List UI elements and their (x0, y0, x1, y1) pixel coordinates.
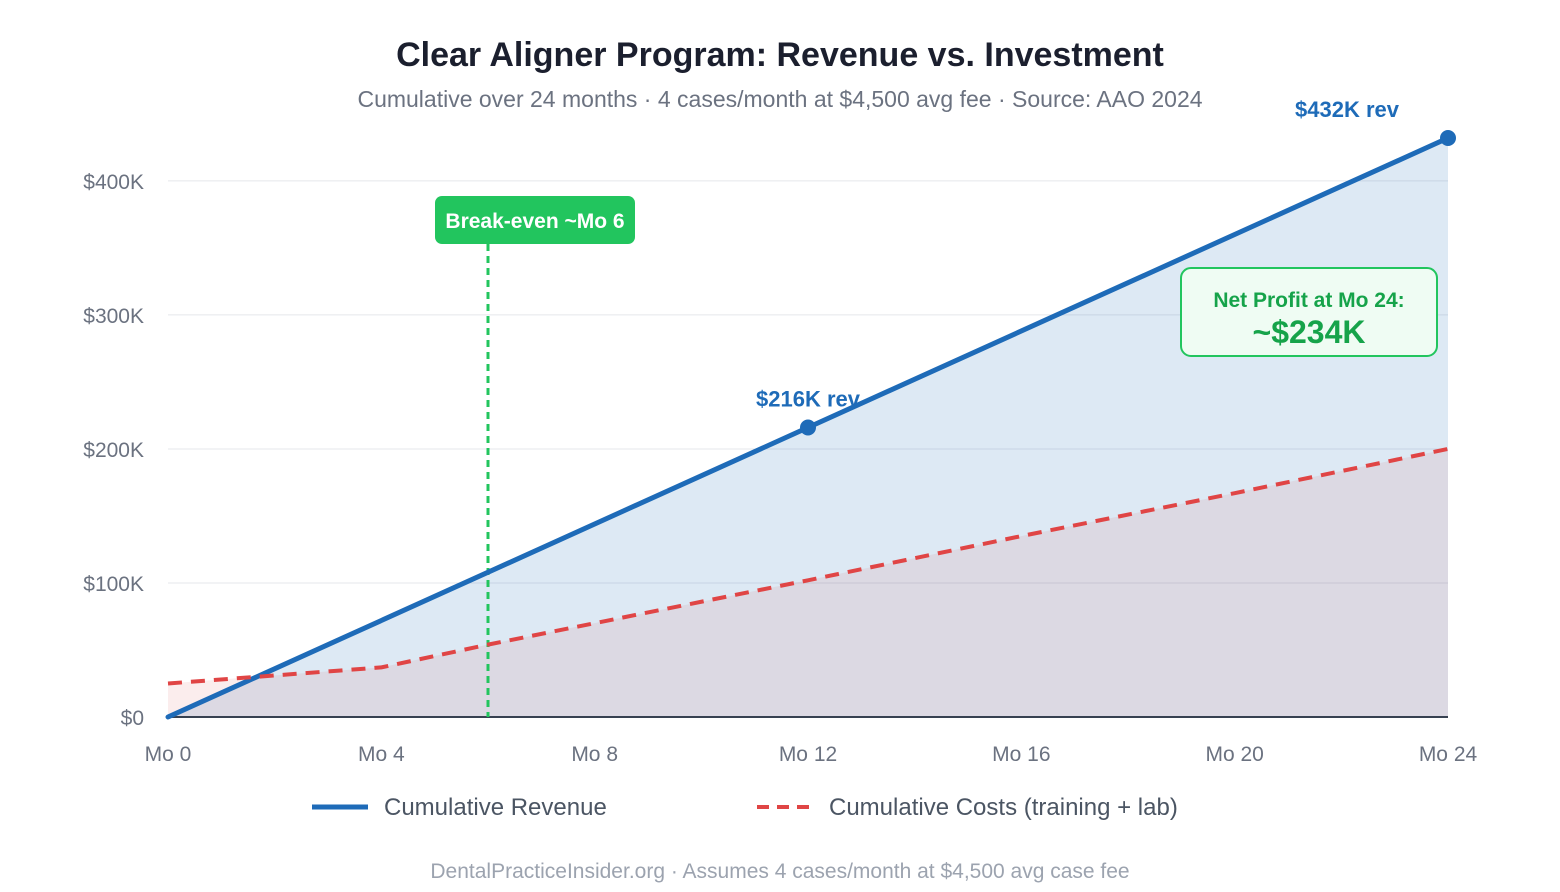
data-point-0 (800, 419, 816, 436)
y-tick-label: $400K (83, 171, 144, 194)
y-tick-label: $300K (83, 305, 144, 328)
chart-subtitle: Cumulative over 24 months · 4 cases/mont… (357, 86, 1202, 112)
x-tick-label: Mo 8 (571, 743, 618, 766)
x-tick-label: Mo 4 (358, 743, 405, 766)
x-tick-label: Mo 24 (1419, 743, 1478, 766)
legend-label-0: Cumulative Revenue (384, 794, 607, 821)
break-even-annotation: Break-even ~Mo 6 (435, 196, 635, 717)
legend: Cumulative Revenue Cumulative Costs (trai… (312, 794, 1178, 821)
x-tick-label: Mo 12 (779, 743, 837, 766)
chart-footer: DentalPracticeInsider.org · Assumes 4 ca… (430, 860, 1129, 883)
x-tick-label: Mo 0 (145, 743, 192, 766)
data-point-label: $432K rev (1295, 97, 1400, 122)
net-profit-box (1180, 267, 1438, 357)
net-profit-callout: Net Profit at Mo 24: ~$234K (1180, 267, 1438, 357)
break-even-badge (435, 196, 635, 244)
net-profit-value: ~$234K (1253, 314, 1366, 350)
data-point-label: $216K rev (756, 387, 861, 412)
chart-title: Clear Aligner Program: Revenue vs. Inves… (396, 36, 1164, 74)
y-tick-label: $100K (83, 573, 144, 596)
y-tick-label: $0 (121, 707, 144, 730)
x-tick-label: Mo 16 (992, 743, 1050, 766)
break-even-label: Break-even ~Mo 6 (445, 210, 624, 233)
data-point-1 (1440, 130, 1456, 146)
legend-label-1: Cumulative Costs (training + lab) (829, 794, 1178, 821)
net-profit-label: Net Profit at Mo 24: (1213, 289, 1404, 312)
x-tick-label: Mo 20 (1205, 743, 1263, 766)
y-axis-ticks: $0 $100K $200K $300K $400K (83, 171, 144, 730)
series-line-1 (167, 446, 1449, 686)
x-axis-ticks: Mo 0 Mo 4 Mo 8 Mo 12 Mo 16 Mo 20 Mo 24 (145, 743, 1478, 766)
annotated-points: $216K rev $432K rev (756, 97, 1456, 436)
y-tick-label: $200K (83, 439, 144, 462)
grid-lines (168, 180, 1448, 584)
